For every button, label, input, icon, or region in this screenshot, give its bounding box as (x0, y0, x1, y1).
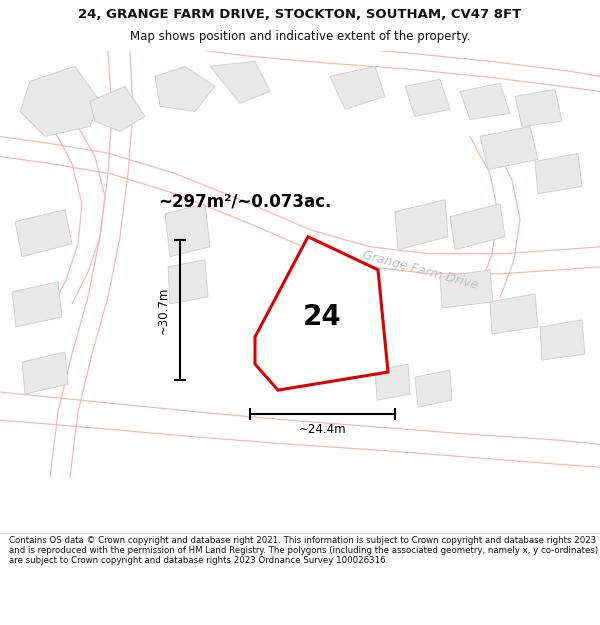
Polygon shape (12, 282, 62, 327)
Polygon shape (22, 352, 68, 394)
Polygon shape (330, 66, 385, 109)
Polygon shape (515, 89, 562, 126)
Text: 24, GRANGE FARM DRIVE, STOCKTON, SOUTHAM, CV47 8FT: 24, GRANGE FARM DRIVE, STOCKTON, SOUTHAM… (79, 8, 521, 21)
Text: Map shows position and indicative extent of the property.: Map shows position and indicative extent… (130, 31, 470, 43)
Polygon shape (540, 320, 585, 360)
Polygon shape (375, 364, 410, 400)
Text: Grange Farm Drive: Grange Farm Drive (361, 248, 479, 291)
Polygon shape (255, 237, 388, 390)
Text: ~297m²/~0.073ac.: ~297m²/~0.073ac. (158, 192, 332, 211)
Polygon shape (20, 66, 100, 136)
Polygon shape (535, 154, 582, 194)
Text: Contains OS data © Crown copyright and database right 2021. This information is : Contains OS data © Crown copyright and d… (9, 536, 598, 566)
Polygon shape (155, 66, 215, 111)
Polygon shape (415, 370, 452, 407)
Text: ~30.7m: ~30.7m (157, 286, 170, 334)
Polygon shape (460, 83, 510, 119)
Polygon shape (405, 79, 450, 116)
Text: ~24.4m: ~24.4m (299, 422, 346, 436)
Polygon shape (210, 61, 270, 103)
Polygon shape (90, 86, 145, 131)
Polygon shape (165, 204, 210, 257)
Polygon shape (15, 209, 72, 257)
Polygon shape (395, 199, 448, 250)
Polygon shape (168, 260, 208, 304)
Polygon shape (450, 204, 505, 250)
Text: 24: 24 (302, 303, 341, 331)
Polygon shape (440, 270, 493, 308)
Polygon shape (480, 126, 538, 169)
Polygon shape (490, 294, 538, 334)
